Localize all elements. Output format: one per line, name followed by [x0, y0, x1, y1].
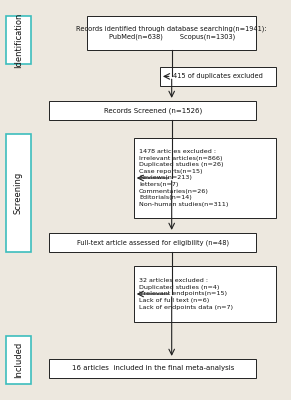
- Text: Identification: Identification: [14, 12, 23, 68]
- FancyBboxPatch shape: [160, 67, 276, 86]
- Text: 1478 articles excluded :
Irrelevant articles(n=866)
Duplicated studies (n=26)
Ca: 1478 articles excluded : Irrelevant arti…: [139, 149, 228, 207]
- Text: Records Screened (n=1526): Records Screened (n=1526): [104, 107, 202, 114]
- Text: Records identified through database searching(n=1941):
PubMed(n=638)        Scop: Records identified through database sear…: [76, 26, 267, 40]
- FancyBboxPatch shape: [49, 359, 256, 378]
- Text: Included: Included: [14, 342, 23, 378]
- FancyBboxPatch shape: [87, 16, 256, 50]
- Text: 32 articles excluded :
Duplicated studies (n=4)
Irrelevant endpoints(n=15)
Lack : 32 articles excluded : Duplicated studie…: [139, 278, 233, 310]
- Text: 415 of duplicates excluded: 415 of duplicates excluded: [173, 73, 263, 79]
- Text: Screening: Screening: [14, 172, 23, 214]
- Text: 16 articles  included in the final meta-analysis: 16 articles included in the final meta-a…: [72, 366, 234, 371]
- Text: Full-text article assessed for eligibility (n=48): Full-text article assessed for eligibili…: [77, 239, 229, 246]
- FancyBboxPatch shape: [6, 16, 31, 64]
- FancyBboxPatch shape: [49, 233, 256, 252]
- FancyBboxPatch shape: [134, 138, 276, 218]
- FancyBboxPatch shape: [134, 266, 276, 322]
- FancyBboxPatch shape: [49, 101, 256, 120]
- FancyBboxPatch shape: [6, 336, 31, 384]
- FancyBboxPatch shape: [6, 134, 31, 252]
